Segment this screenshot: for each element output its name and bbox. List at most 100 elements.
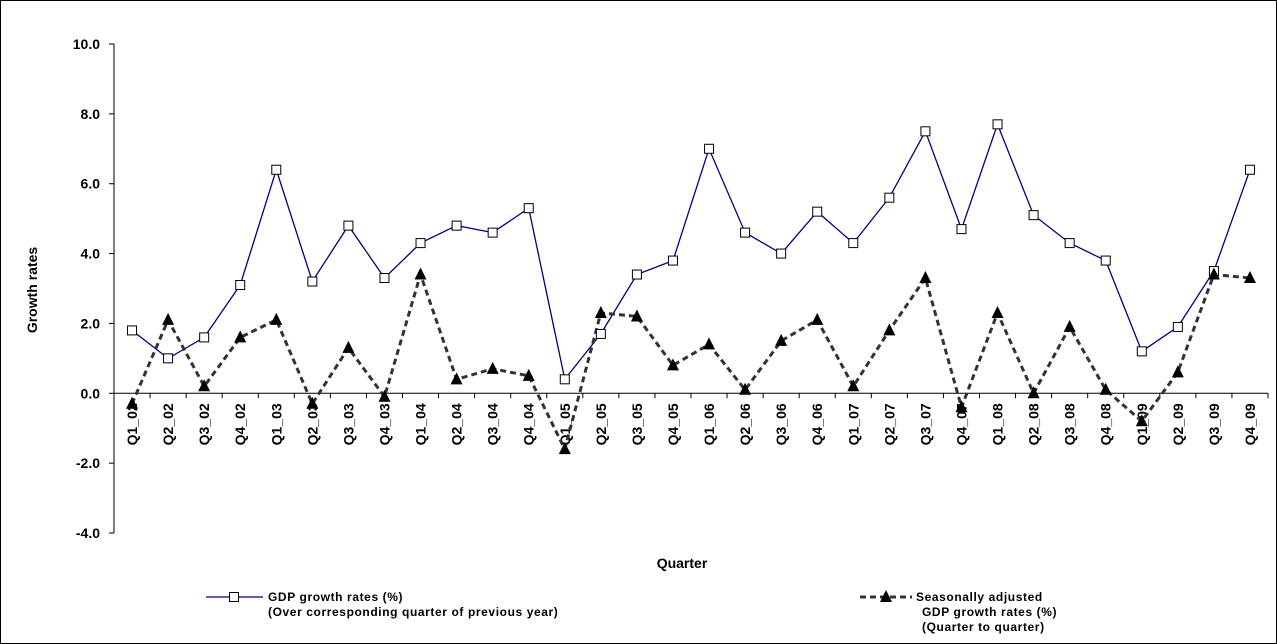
- series-1-point: [307, 276, 318, 287]
- x-tick-label: Q1_05: [557, 403, 573, 445]
- series-1-point: [1028, 210, 1039, 221]
- x-tick-label: Q2_08: [1026, 403, 1042, 445]
- series-1-point: [1064, 238, 1075, 249]
- legend-series-1-label: (Over corresponding quarter of previous …: [268, 605, 558, 619]
- x-tick-label: Q4_06: [809, 403, 825, 445]
- series-2-point: [126, 396, 139, 409]
- x-tick-label: Q3_07: [917, 403, 933, 445]
- series-2-point: [775, 333, 788, 346]
- x-tick-labels: Q1_02 Q2_02 Q3_02 Q4_02 Q1_03 Q2_03 Q3_03 Q4_03…: [113, 393, 1269, 445]
- x-tick-label: Q3_02: [196, 403, 212, 445]
- x-tick-label: Q3_09: [1206, 403, 1222, 445]
- series-2-point: [847, 379, 860, 392]
- legend-series-2-marker: [880, 590, 892, 602]
- series-2-point: [306, 396, 319, 409]
- series-2-point: [666, 358, 679, 371]
- series-2-point: [1135, 414, 1148, 427]
- series-markers: [126, 119, 1256, 455]
- series-2-point: [991, 305, 1004, 318]
- legend-series-2-label: Seasonally adjusted: [916, 590, 1043, 604]
- x-tick-label: Q4_08: [1098, 403, 1114, 445]
- x-tick-label: Q1_07: [845, 403, 861, 445]
- x-tick-label: Q4_02: [232, 403, 248, 445]
- series-2-point: [558, 442, 571, 455]
- x-tick-label: Q1_02: [124, 403, 140, 445]
- series-1-point: [271, 164, 282, 175]
- series-1-point: [559, 374, 570, 385]
- series-1-point: [704, 143, 715, 154]
- x-tick-label: Q2_06: [737, 403, 753, 445]
- series-2-point: [739, 382, 752, 395]
- x-tick-label: Q1_03: [268, 403, 284, 445]
- y-tick-label: 0.0: [81, 385, 101, 401]
- series-2-point: [450, 372, 463, 385]
- series-1-point: [235, 280, 246, 291]
- x-tick-label: Q2_07: [881, 403, 897, 445]
- series-1-point: [199, 332, 210, 343]
- series-1-point: [523, 203, 534, 214]
- series-2-point: [1243, 271, 1256, 284]
- x-tick-label: Q1_06: [701, 403, 717, 445]
- x-tick-label: Q1_08: [990, 403, 1006, 445]
- series-2-line: [130, 269, 1251, 454]
- series-1-point: [379, 273, 390, 284]
- series-1-point: [1172, 321, 1183, 332]
- series-1-point: [451, 220, 462, 231]
- series-2-point: [414, 267, 427, 280]
- x-tick-label: Q3_08: [1062, 403, 1078, 445]
- series-2-point: [883, 323, 896, 336]
- series-2-point: [1027, 386, 1040, 399]
- series-2-point: [1171, 365, 1184, 378]
- x-tick-label: Q2_09: [1170, 403, 1186, 445]
- y-tick-label: 10.0: [73, 36, 100, 52]
- series-2-point: [919, 271, 932, 284]
- series-1-point: [595, 328, 606, 339]
- series-1-point: [487, 227, 498, 238]
- x-tick-label: Q2_03: [304, 403, 320, 445]
- series-2-point: [955, 400, 968, 413]
- series-1-point: [848, 238, 859, 249]
- series-1-point: [631, 269, 642, 280]
- x-tick-label: Q1_04: [413, 403, 429, 445]
- x-tick-label: Q4_07: [953, 403, 969, 445]
- legend-series-1-marker: [229, 592, 239, 602]
- y-axis-label: Growth rates: [24, 247, 40, 334]
- series-2-point: [1207, 267, 1220, 280]
- legend: GDP growth rates (%)(Over corresponding …: [206, 590, 1057, 634]
- series-1-point: [740, 227, 751, 238]
- x-axis-label: Quarter: [657, 555, 708, 571]
- series-2-point: [630, 309, 643, 322]
- legend-series-2-label: GDP growth rates (%): [922, 605, 1057, 619]
- x-tick-label: Q3_06: [773, 403, 789, 445]
- y-tick-label: -2.0: [76, 455, 100, 471]
- series-2-point: [234, 330, 247, 343]
- series-2-point: [198, 379, 211, 392]
- legend-series-1-label: GDP growth rates (%): [268, 590, 403, 604]
- series-1-point: [920, 126, 931, 137]
- series-2-point: [1099, 382, 1112, 395]
- axes: [113, 44, 1268, 533]
- series-2-point: [703, 337, 716, 350]
- series-1-point: [884, 192, 895, 203]
- series-1-point: [992, 119, 1003, 130]
- x-tick-label: Q4_09: [1242, 403, 1258, 445]
- series-lines: [130, 122, 1251, 454]
- x-tick-label: Q3_04: [485, 403, 501, 445]
- y-tick-label: 8.0: [81, 106, 101, 122]
- x-tick-label: Q2_04: [449, 403, 465, 445]
- x-tick-label: Q4_03: [376, 403, 392, 445]
- x-tick-label: Q3_03: [340, 403, 356, 445]
- series-1-point: [776, 248, 787, 259]
- series-1-point: [1136, 346, 1147, 357]
- x-tick-label: Q2_02: [160, 403, 176, 445]
- series-2-point: [270, 312, 283, 325]
- series-1-point: [415, 238, 426, 249]
- series-2-point: [486, 361, 499, 374]
- x-tick-label: Q4_05: [665, 403, 681, 445]
- y-tick-label: 2.0: [81, 315, 101, 331]
- series-1-point: [956, 224, 967, 235]
- series-1-point: [343, 220, 354, 231]
- series-2-point: [162, 312, 175, 325]
- series-1-point: [1244, 164, 1255, 175]
- series-2-point: [594, 305, 607, 318]
